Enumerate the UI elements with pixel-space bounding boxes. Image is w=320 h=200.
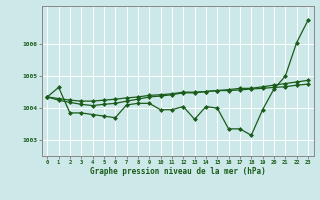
X-axis label: Graphe pression niveau de la mer (hPa): Graphe pression niveau de la mer (hPa) — [90, 167, 266, 176]
